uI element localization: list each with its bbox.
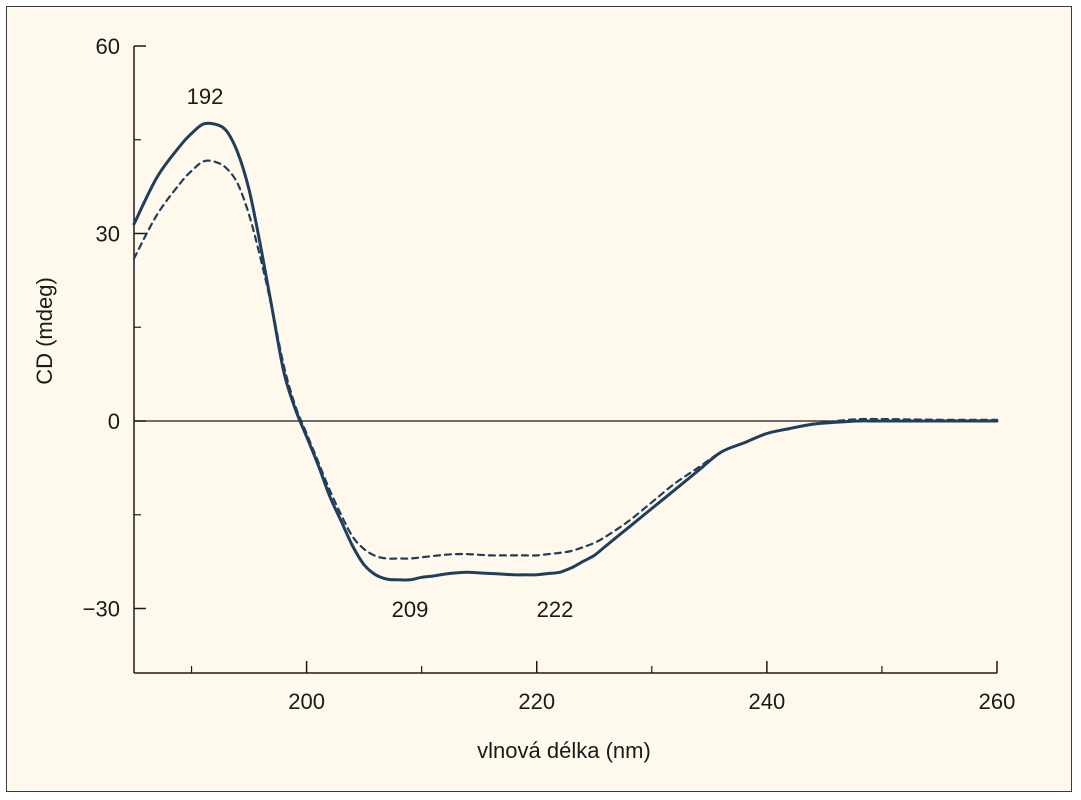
y-axis-title: CD (mdeg) bbox=[32, 277, 57, 385]
series-line-dashed bbox=[132, 159, 999, 560]
annotation-min-222: 222 bbox=[537, 597, 574, 622]
series-group bbox=[132, 121, 999, 582]
annotation-min-209: 209 bbox=[392, 597, 429, 622]
x-tick-label-260: 260 bbox=[979, 689, 1016, 714]
x-axis-title: vlnová délka (nm) bbox=[477, 738, 651, 763]
y-tick-label-1: 30 bbox=[96, 222, 120, 247]
y-tick-label-3: −30 bbox=[83, 597, 120, 622]
x-tick-label-240: 240 bbox=[749, 689, 786, 714]
series-line-solid bbox=[132, 121, 999, 582]
annotation-peak-192: 192 bbox=[187, 84, 224, 109]
tick-group: 200 220 240 260 60 30 0 −30 bbox=[83, 34, 1016, 714]
x-tick-label-200: 200 bbox=[288, 689, 325, 714]
x-tick-label-220: 220 bbox=[518, 689, 555, 714]
y-tick-label-2: 0 bbox=[108, 409, 120, 434]
chart-frame bbox=[6, 6, 1072, 792]
y-tick-label-0: 60 bbox=[96, 34, 120, 59]
